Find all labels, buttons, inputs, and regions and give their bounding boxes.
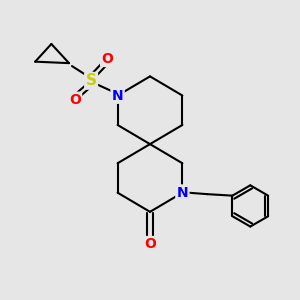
- Text: O: O: [144, 237, 156, 251]
- Text: S: S: [85, 73, 97, 88]
- Text: N: N: [112, 88, 123, 103]
- Text: N: N: [177, 186, 188, 200]
- Text: O: O: [69, 93, 81, 107]
- Text: O: O: [101, 52, 113, 66]
